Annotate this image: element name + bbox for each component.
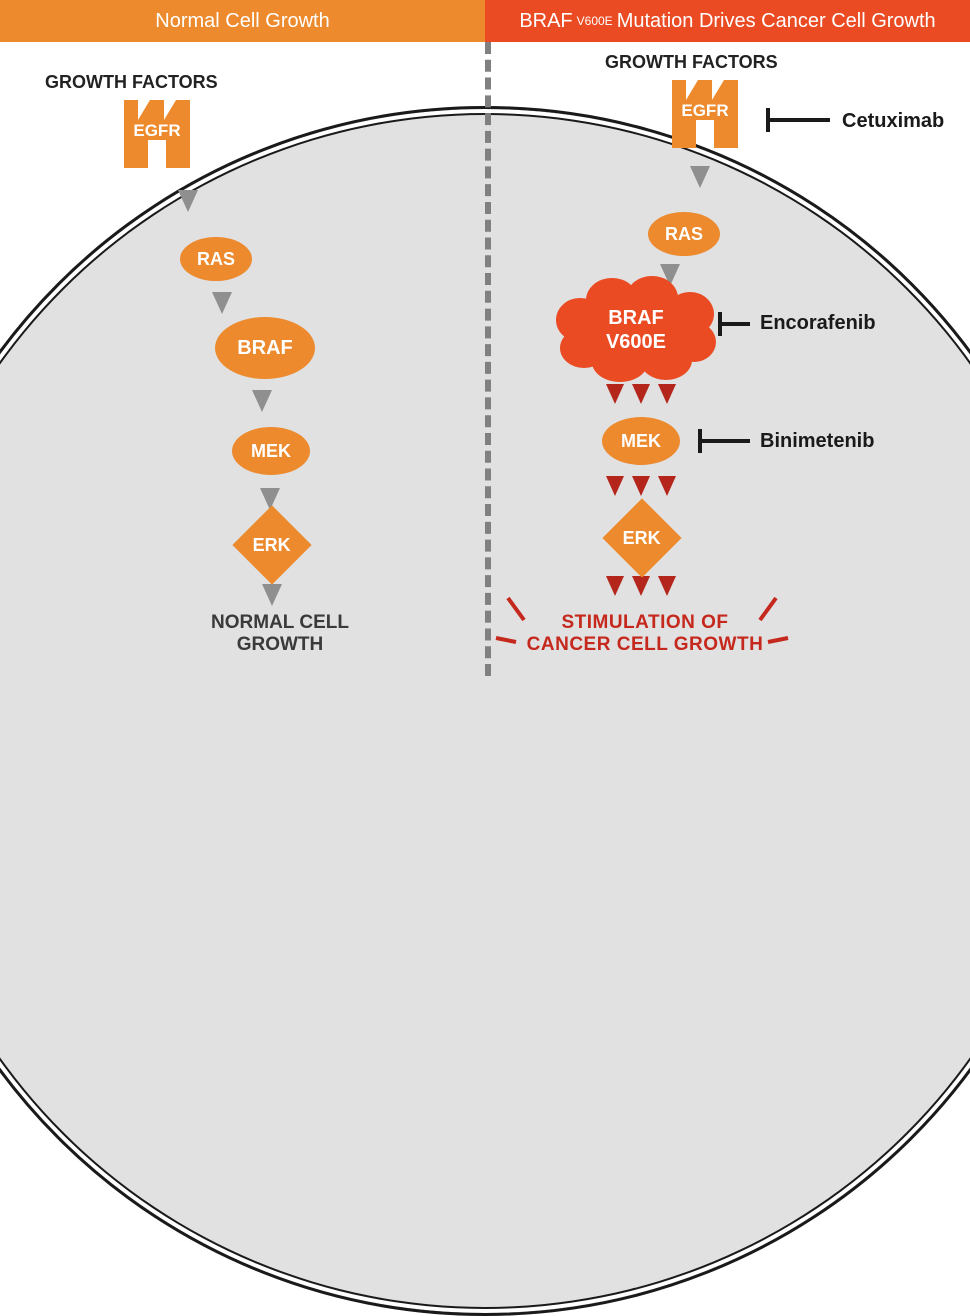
svg-text:EGFR: EGFR <box>133 121 180 140</box>
braf-label: BRAF <box>237 337 293 360</box>
diagram-canvas: GROWTH FACTORS EGFR EGFR <box>0 42 970 676</box>
ras-label: RAS <box>665 224 703 245</box>
mek-node-left: MEK <box>232 427 310 475</box>
header-right-post: Mutation Drives Cancer Cell Growth <box>617 10 936 33</box>
encorafenib-label: Encorafenib <box>760 312 876 335</box>
egfr-receptor-right: EGFR <box>672 80 738 148</box>
normal-outcome-l2: GROWTH <box>180 634 380 656</box>
inhibitor-tbar-icon <box>768 108 830 132</box>
normal-outcome-l1: NORMAL CELL <box>180 612 380 634</box>
ras-node-left: RAS <box>180 237 252 281</box>
erk-label: ERK <box>253 534 291 555</box>
svg-text:EGFR: EGFR <box>681 101 728 120</box>
cetuximab-label: Cetuximab <box>842 110 944 133</box>
mek-node-right: MEK <box>602 417 680 465</box>
growth-factors-label-right: GROWTH FACTORS <box>605 52 778 73</box>
header: Normal Cell Growth BRAF V600E Mutation D… <box>0 0 970 42</box>
binimetenib-label: Binimetenib <box>760 430 874 453</box>
vertical-divider <box>485 42 491 676</box>
header-right: BRAF V600E Mutation Drives Cancer Cell G… <box>485 0 970 42</box>
cancer-outcome-l2: CANCER CELL GROWTH <box>500 634 790 656</box>
mek-label: MEK <box>621 431 661 452</box>
header-right-sup: V600E <box>577 14 613 28</box>
cancer-outcome-l1: STIMULATION OF <box>500 612 790 634</box>
normal-outcome: NORMAL CELL GROWTH <box>180 612 380 656</box>
egfr-receptor-left: EGFR <box>124 100 190 168</box>
ras-label: RAS <box>197 249 235 270</box>
header-right-pre: BRAF <box>519 10 572 33</box>
ras-node-right: RAS <box>648 212 720 256</box>
erk-label: ERK <box>623 527 661 548</box>
header-left: Normal Cell Growth <box>0 0 485 42</box>
growth-factors-label-left: GROWTH FACTORS <box>45 72 218 93</box>
mek-label: MEK <box>251 441 291 462</box>
braf-node-left: BRAF <box>215 317 315 379</box>
cancer-outcome: STIMULATION OF CANCER CELL GROWTH <box>500 612 790 656</box>
